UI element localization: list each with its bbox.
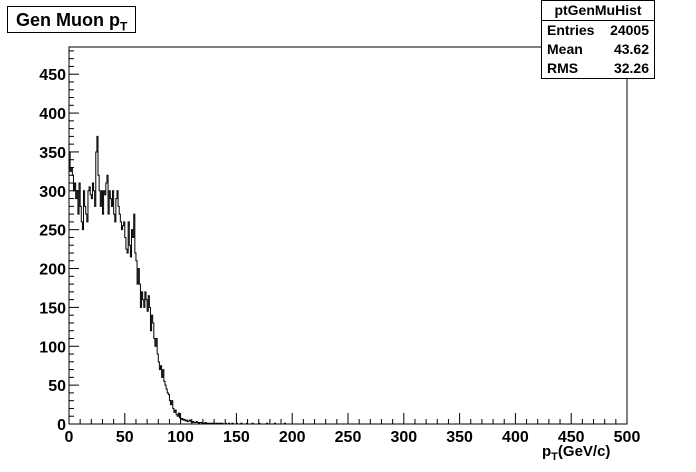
x-tick-label: 100 [167, 429, 194, 446]
x-axis-label-sub: T [551, 451, 558, 463]
x-tick-label: 300 [390, 429, 417, 446]
y-tick-label: 200 [39, 262, 66, 279]
title-subscript: T [119, 19, 128, 34]
x-tick-label: 200 [279, 429, 306, 446]
x-tick-label: 400 [502, 429, 529, 446]
stats-label: Entries [547, 22, 595, 38]
x-tick-label: 450 [558, 429, 585, 446]
stats-title: ptGenMuHist [542, 1, 654, 21]
y-tick-label: 100 [39, 339, 66, 356]
x-tick-label: 150 [223, 429, 250, 446]
stats-box: ptGenMuHist Entries 24005 Mean 43.62 RMS… [541, 0, 655, 79]
x-tick-label: 50 [116, 429, 134, 446]
stats-value: 43.62 [613, 41, 649, 57]
histogram-line [68, 135, 293, 425]
x-axis-label-pre: p [542, 443, 552, 460]
stats-label: RMS [547, 60, 579, 76]
y-tick-label: 300 [39, 184, 66, 201]
y-tick-label: 250 [39, 223, 66, 240]
title-text: Gen Muon p [16, 10, 120, 30]
y-tick-label: 400 [39, 106, 66, 123]
x-tick-label: 350 [446, 429, 473, 446]
x-axis-label-post: (GeV/c) [557, 443, 611, 460]
x-tick-label: 0 [65, 429, 74, 446]
x-axis-label: pT(GeV/c) [542, 443, 610, 463]
y-tick-label: 50 [48, 378, 66, 395]
plot-frame [68, 46, 628, 425]
stats-label: Mean [547, 41, 583, 57]
y-tick-label: 0 [57, 417, 66, 434]
stats-row-entries: Entries 24005 [542, 21, 654, 40]
y-tick-label: 350 [39, 145, 66, 162]
x-axis: 0 50 100 150 200 250 300 350 400 450 500 [65, 413, 641, 446]
y-axis: 0 50 100 150 200 250 300 350 400 450 [39, 50, 79, 434]
stats-row-mean: Mean 43.62 [542, 40, 654, 59]
y-tick-label: 450 [39, 67, 66, 84]
y-tick-label: 150 [39, 300, 66, 317]
stats-value: 24005 [610, 22, 649, 38]
stats-value: 32.26 [613, 60, 649, 76]
x-tick-label: 500 [614, 429, 641, 446]
plot-title: Gen Muon pT [7, 6, 137, 34]
x-tick-label: 250 [335, 429, 362, 446]
stats-row-rms: RMS 32.26 [542, 59, 654, 78]
